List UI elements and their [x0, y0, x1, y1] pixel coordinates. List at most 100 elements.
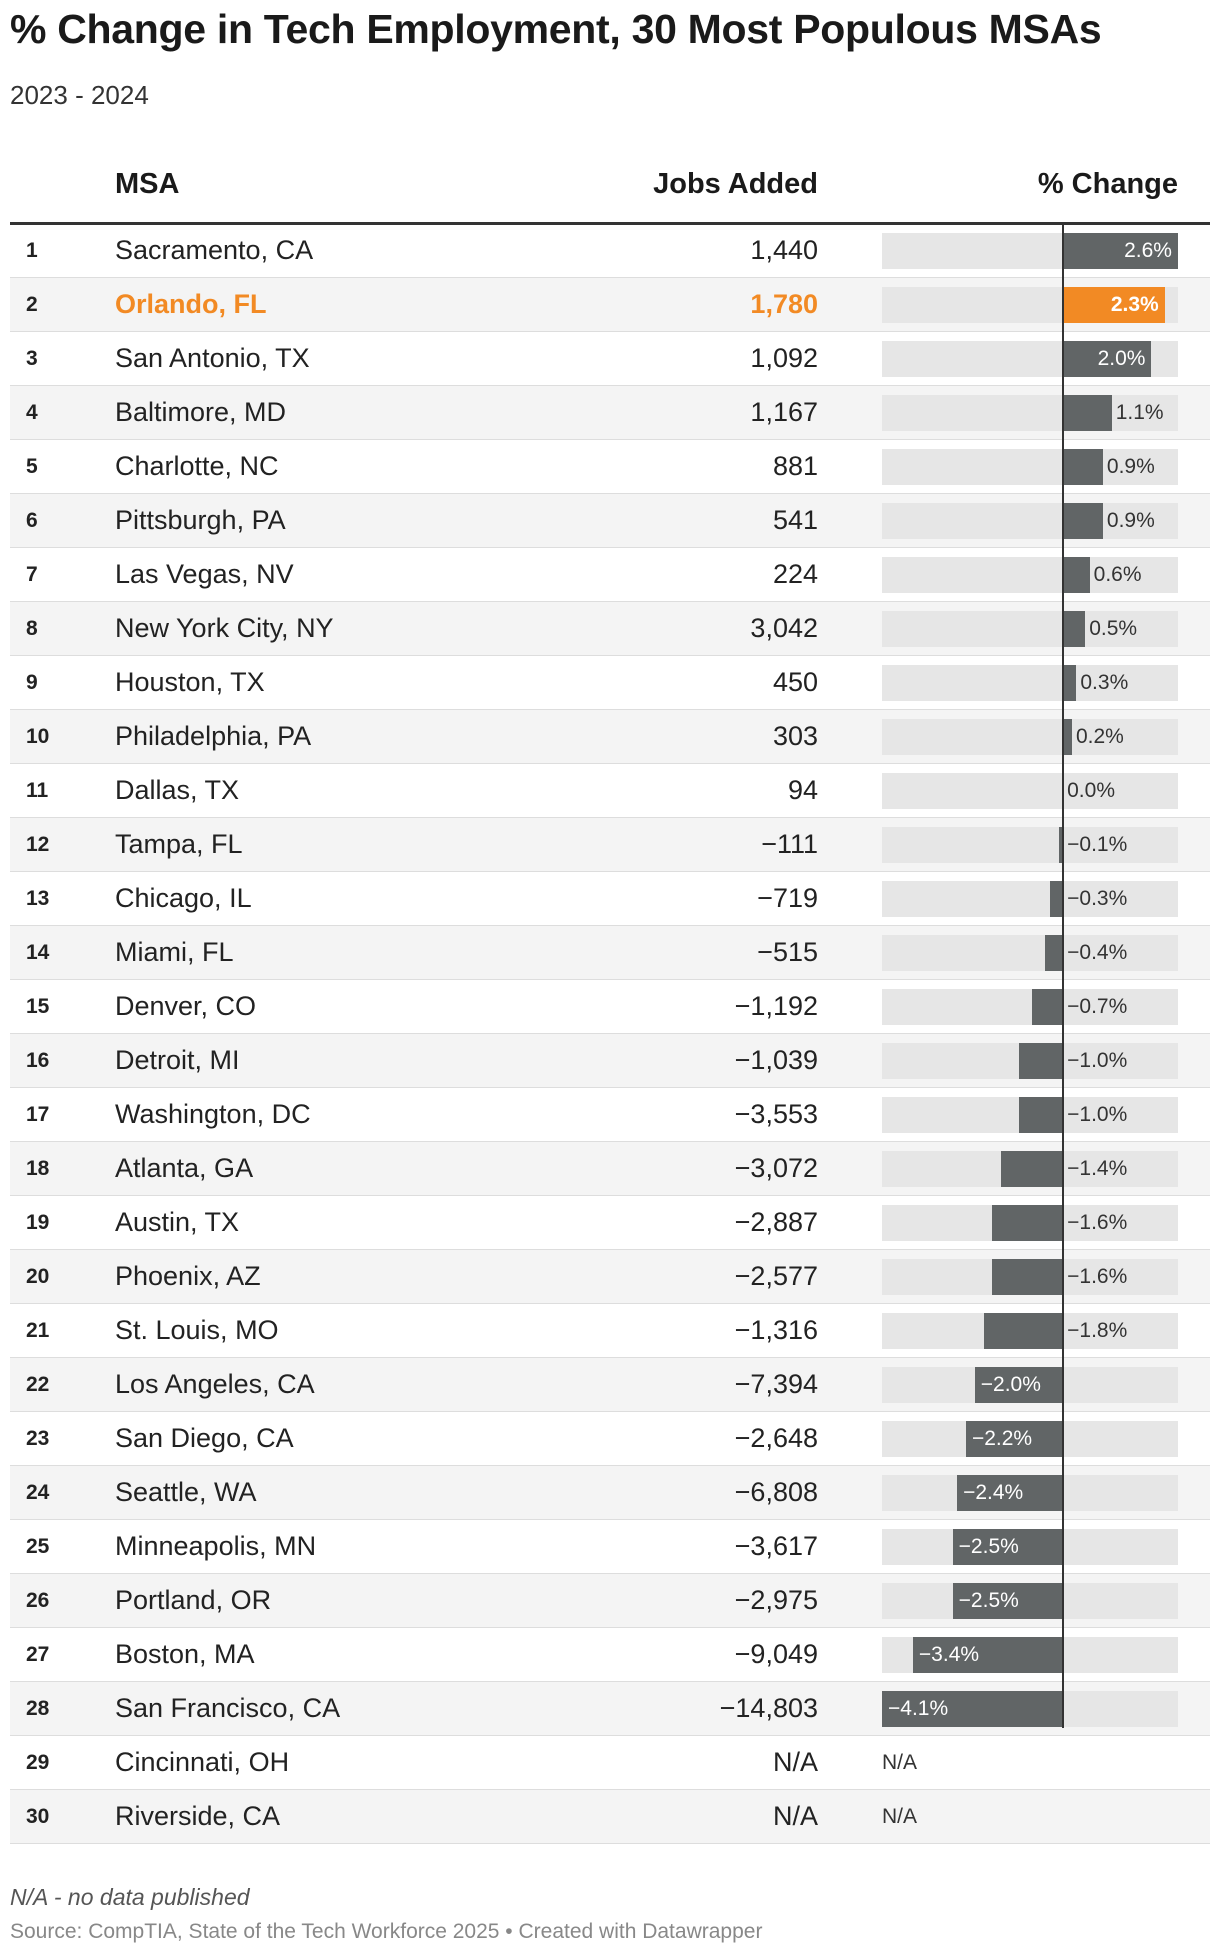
row-rank: 23	[26, 1427, 50, 1450]
row-jobs-added: −2,975	[734, 1585, 818, 1615]
pct-bar	[1063, 395, 1112, 431]
table-row: 28 San Francisco, CA −14,803 −4.1%	[10, 1682, 1210, 1736]
row-jobs-added: N/A	[772, 1747, 818, 1777]
pct-bar	[1063, 449, 1103, 485]
row-msa: Detroit, MI	[115, 1045, 240, 1075]
row-rank: 7	[26, 563, 38, 586]
row-msa: Washington, DC	[115, 1099, 311, 1129]
pct-label: −0.1%	[1067, 833, 1128, 856]
table-row: 23 San Diego, CA −2,648 −2.2%	[10, 1412, 1210, 1466]
bar-track	[882, 665, 1178, 701]
row-msa: San Francisco, CA	[115, 1693, 341, 1723]
row-msa: Chicago, IL	[115, 883, 252, 913]
row-jobs-added: −1,039	[734, 1045, 818, 1075]
pct-label: −1.8%	[1067, 1319, 1128, 1342]
row-rank: 22	[26, 1373, 50, 1396]
pct-bar	[992, 1259, 1064, 1295]
pct-bar	[1045, 935, 1064, 971]
pct-bar	[983, 1313, 1064, 1349]
pct-label: −0.3%	[1067, 887, 1128, 910]
row-jobs-added: −3,553	[734, 1099, 818, 1129]
row-rank: 13	[26, 887, 50, 910]
table-row: 1 Sacramento, CA 1,440 2.6%	[10, 224, 1210, 278]
row-rank: 9	[26, 671, 38, 694]
row-rank: 11	[26, 779, 49, 802]
footnote: N/A - no data published	[10, 1884, 250, 1910]
row-pct-label: N/A	[882, 1805, 918, 1828]
table-row: 14 Miami, FL −515 −0.4%	[10, 926, 1210, 980]
row-msa: New York City, NY	[115, 613, 334, 643]
row-jobs-added: 1,780	[750, 289, 818, 319]
row-msa: Seattle, WA	[115, 1477, 257, 1507]
table-row: 24 Seattle, WA −6,808 −2.4%	[10, 1466, 1210, 1520]
row-jobs-added: −1,316	[734, 1315, 818, 1345]
row-rank: 18	[26, 1157, 50, 1180]
row-msa: St. Louis, MO	[115, 1315, 279, 1345]
pct-bar	[1063, 233, 1178, 269]
pct-label: 0.2%	[1075, 725, 1124, 748]
bar-track	[882, 989, 1178, 1025]
row-rank: 16	[26, 1049, 50, 1072]
table-row: 13 Chicago, IL −719 −0.3%	[10, 872, 1210, 926]
row-jobs-added: 94	[787, 775, 818, 805]
pct-label: −1.4%	[1067, 1157, 1128, 1180]
row-rank: 5	[26, 455, 38, 478]
row-jobs-added: −2,887	[734, 1207, 818, 1237]
pct-label: 0.0%	[1067, 779, 1115, 802]
pct-bar	[1063, 665, 1077, 701]
row-msa: Las Vegas, NV	[115, 559, 294, 589]
pct-bar	[957, 1475, 1064, 1511]
column-header-jobs-added: Jobs Added	[653, 168, 818, 200]
row-rank: 19	[26, 1211, 50, 1234]
bar-track	[882, 449, 1178, 485]
bar-track	[882, 881, 1178, 917]
table-row: 17 Washington, DC −3,553 −1.0%	[10, 1088, 1210, 1142]
pct-bar	[1063, 341, 1152, 377]
pct-label: −1.0%	[1067, 1049, 1128, 1072]
table-row: 7 Las Vegas, NV 224 0.6%	[10, 548, 1210, 602]
row-msa: Boston, MA	[115, 1639, 255, 1669]
row-jobs-added: −111	[761, 829, 818, 859]
row-msa: San Diego, CA	[115, 1423, 294, 1453]
row-jobs-added: −2,648	[734, 1423, 818, 1453]
row-rank: 24	[26, 1481, 50, 1504]
bar-track	[882, 557, 1178, 593]
chart-subtitle: 2023 - 2024	[10, 80, 149, 110]
pct-bar	[1018, 1097, 1064, 1133]
row-rank: 8	[26, 617, 38, 640]
table-row: 16 Detroit, MI −1,039 −1.0%	[10, 1034, 1210, 1088]
row-msa: Philadelphia, PA	[115, 721, 312, 751]
row-jobs-added: 450	[772, 667, 818, 697]
pct-label: −3.4%	[918, 1643, 980, 1666]
row-rank: 25	[26, 1535, 50, 1558]
row-jobs-added: −3,617	[734, 1531, 818, 1561]
table-row: 5 Charlotte, NC 881 0.9%	[10, 440, 1210, 494]
row-rank: 2	[26, 293, 38, 316]
bar-track	[882, 719, 1178, 755]
pct-label: 2.3%	[1110, 293, 1159, 316]
table-row: 22 Los Angeles, CA −7,394 −2.0%	[10, 1358, 1210, 1412]
pct-label: −2.2%	[971, 1427, 1033, 1450]
pct-label: −2.5%	[958, 1589, 1019, 1612]
pct-bar	[1058, 827, 1064, 863]
source-credit: Source: CompTIA, State of the Tech Workf…	[10, 1920, 763, 1943]
pct-label: −1.6%	[1067, 1211, 1128, 1234]
pct-bar	[965, 1421, 1064, 1457]
table-row: 10 Philadelphia, PA 303 0.2%	[10, 710, 1210, 764]
row-jobs-added: 1,167	[750, 397, 818, 427]
zero-axis-line	[1062, 224, 1065, 1728]
pct-label: −0.4%	[1067, 941, 1128, 964]
row-msa: Sacramento, CA	[115, 235, 314, 265]
table-row: 9 Houston, TX 450 0.3%	[10, 656, 1210, 710]
row-rank: 21	[26, 1319, 50, 1342]
table-row: 30 Riverside, CA N/A N/A	[10, 1790, 1210, 1844]
row-msa: Baltimore, MD	[115, 397, 287, 427]
table-row: 6 Pittsburgh, PA 541 0.9%	[10, 494, 1210, 548]
row-jobs-added: 1,440	[750, 235, 818, 265]
row-jobs-added: −6,808	[734, 1477, 818, 1507]
pct-bar	[1049, 881, 1064, 917]
column-header-msa: MSA	[115, 168, 180, 200]
table-row: 20 Phoenix, AZ −2,577 −1.6%	[10, 1250, 1210, 1304]
row-jobs-added: −14,803	[719, 1693, 818, 1723]
row-msa: Austin, TX	[115, 1207, 240, 1237]
